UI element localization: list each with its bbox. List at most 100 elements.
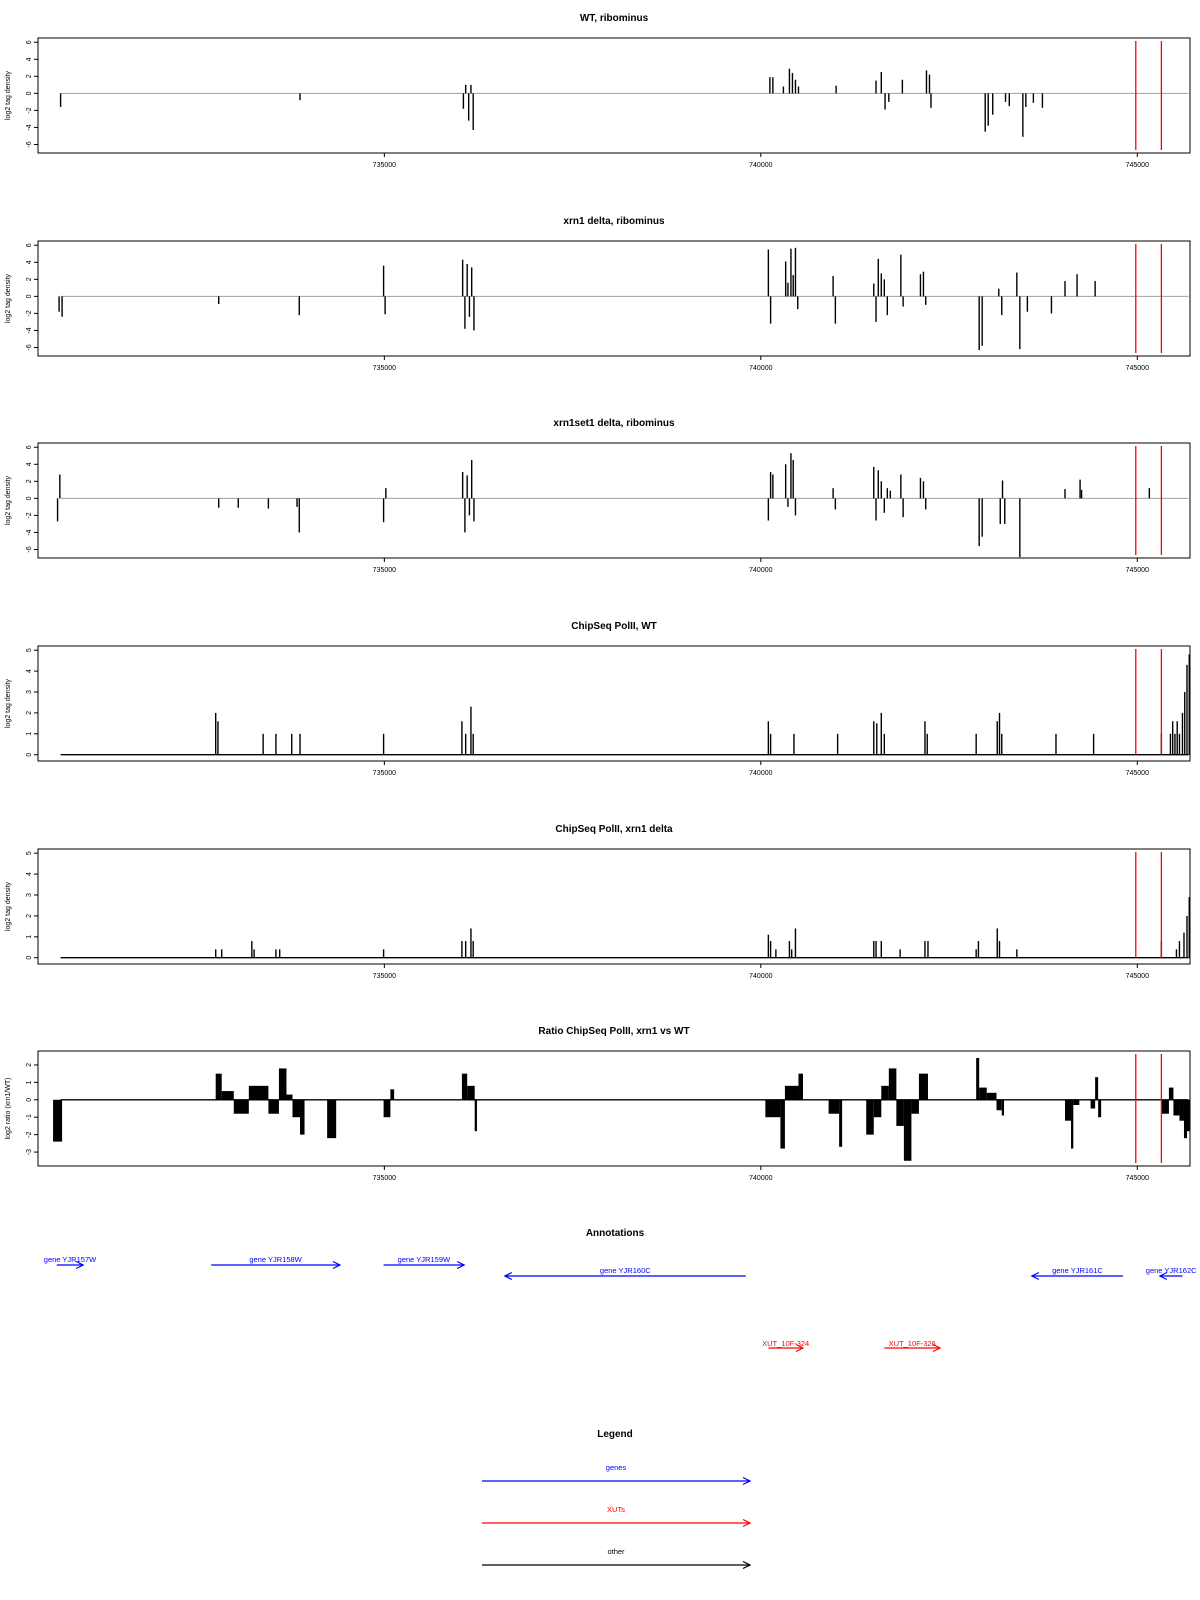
y-tick-label: -6 [26, 546, 33, 552]
legend-item-arrow [482, 1476, 752, 1486]
arrow-head [1158, 1271, 1168, 1281]
ratio-block [383, 1099, 391, 1118]
chart-title: WT, ribominus [580, 13, 649, 24]
ratio-block [986, 1092, 997, 1100]
x-tick-label: 745000 [1126, 365, 1149, 372]
x-tick-label: 740000 [749, 365, 772, 372]
y-tick-label: 3 [26, 893, 33, 897]
ratio-block [1001, 1099, 1005, 1116]
chart-title: ChipSeq PolII, WT [571, 621, 657, 632]
legend-item-label: XUTs [607, 1505, 625, 1514]
ratio-block [233, 1099, 249, 1114]
y-tick-label: 0 [26, 91, 33, 95]
gene-arrow [211, 1260, 342, 1270]
ratio-block [292, 1099, 301, 1118]
y-tick-label: 1 [26, 1080, 33, 1084]
ratio-block [1090, 1099, 1096, 1109]
annotations-panel: Annotations gene YJR157W gene YJR158W gene … [44, 1228, 1197, 1353]
ratio-block [461, 1073, 468, 1100]
plot-frame [37, 442, 1191, 559]
y-tick-label: 6 [26, 243, 33, 247]
x-tick-label: 735000 [373, 770, 396, 777]
gene-arrow [56, 1260, 85, 1270]
ratio-block [1168, 1087, 1174, 1100]
xut-label: XUT_10F-326 [889, 1339, 936, 1348]
y-tick-label: -4 [26, 327, 33, 333]
gene-label: gene YJR161C [1052, 1266, 1103, 1275]
ratio-block [300, 1099, 305, 1135]
x-tick-label: 735000 [373, 162, 396, 169]
y-tick-label: 4 [26, 872, 33, 876]
plot-frame [37, 645, 1191, 762]
x-tick-label: 740000 [749, 973, 772, 980]
ratio-block [1095, 1077, 1099, 1100]
y-tick-label: -2 [26, 107, 33, 113]
arrow-head [795, 1343, 805, 1353]
arrow-head [332, 1260, 342, 1270]
y-tick-label: -2 [26, 310, 33, 316]
arrow-head [456, 1260, 466, 1270]
ratio-block [996, 1099, 1002, 1111]
chart-panel-5: ChipSeq PolII, xrn1 delta 0 1 2 3 4 5 log2 tag … [5, 824, 1191, 980]
y-tick-label: 4 [26, 669, 33, 673]
y-tick-label: 4 [26, 260, 33, 264]
y-tick-label: -4 [26, 529, 33, 535]
ratio-block [828, 1099, 840, 1114]
ratio-block [1183, 1099, 1187, 1139]
ratio-block [278, 1068, 287, 1100]
ratio-block [798, 1073, 803, 1100]
y-tick-label: 2 [26, 74, 33, 78]
ratio-block [911, 1099, 919, 1114]
y-tick-label: 6 [26, 40, 33, 44]
arrow-head [742, 1518, 752, 1528]
arrow-head [742, 1476, 752, 1486]
y-tick-label: 0 [26, 496, 33, 500]
chart-panel-1: WT, ribominus -6 -4 -2 0 2 4 6 log2 tag density 7… [5, 13, 1191, 169]
ratio-block [53, 1099, 63, 1142]
ratio-block [215, 1073, 222, 1100]
gene-arrow [503, 1271, 746, 1281]
chart-title: Ratio ChipSeq PolII, xrn1 vs WT [538, 1026, 689, 1037]
gene-label: gene YJR157W [44, 1255, 97, 1264]
ratio-block [784, 1085, 799, 1100]
chart-title: ChipSeq PolII, xrn1 delta [555, 824, 673, 835]
ratio-block [866, 1099, 874, 1135]
ratio-block [1161, 1099, 1169, 1114]
chart-panel-6: Ratio ChipSeq PolII, xrn1 vs WT -3 -2 -1 0 1 2… [5, 1026, 1191, 1182]
y-tick-label: 4 [26, 462, 33, 466]
x-tick-label: 740000 [749, 162, 772, 169]
ratio-block [327, 1099, 337, 1139]
x-tick-label: 745000 [1126, 567, 1149, 574]
y-tick-label: -6 [26, 344, 33, 350]
y-tick-label: 0 [26, 1098, 33, 1102]
gene-label: gene YJR159W [398, 1255, 451, 1264]
x-tick-label: 740000 [749, 1175, 772, 1182]
y-tick-label: 5 [26, 648, 33, 652]
chart-panel-3: xrn1set1 delta, ribominus -6 -4 -2 0 2 4 6 log2 … [5, 418, 1191, 574]
ratio-block [286, 1094, 293, 1100]
xut-arrow [884, 1343, 942, 1353]
ratio-block [1098, 1099, 1102, 1118]
chart-panel-4: ChipSeq PolII, WT 0 1 2 3 4 5 log2 tag density 7… [5, 621, 1191, 777]
annotations-title: Annotations [586, 1228, 645, 1239]
x-tick-label: 735000 [373, 365, 396, 372]
y-tick-label: -4 [26, 124, 33, 130]
y-tick-label: -3 [26, 1149, 33, 1155]
gene-arrow [1030, 1271, 1123, 1281]
gene-label: gene YJR162C [1146, 1266, 1197, 1275]
y-tick-label: 2 [26, 711, 33, 715]
ratio-block [248, 1085, 269, 1100]
xut-arrow [768, 1343, 805, 1353]
y-tick-label: -1 [26, 1114, 33, 1120]
chart-title: xrn1set1 delta, ribominus [553, 418, 675, 429]
y-axis-label: log2 tag density [5, 70, 12, 120]
y-tick-label: 0 [26, 956, 33, 960]
x-tick-label: 735000 [373, 567, 396, 574]
y-tick-label: -2 [26, 512, 33, 518]
x-tick-label: 740000 [749, 567, 772, 574]
x-tick-label: 745000 [1126, 770, 1149, 777]
chart-panel-2: xrn1 delta, ribominus -6 -4 -2 0 2 4 6 log2 tag … [5, 216, 1191, 372]
ratio-block [1065, 1099, 1072, 1121]
y-axis-label: log2 tag density [5, 881, 12, 931]
x-tick-label: 745000 [1126, 973, 1149, 980]
